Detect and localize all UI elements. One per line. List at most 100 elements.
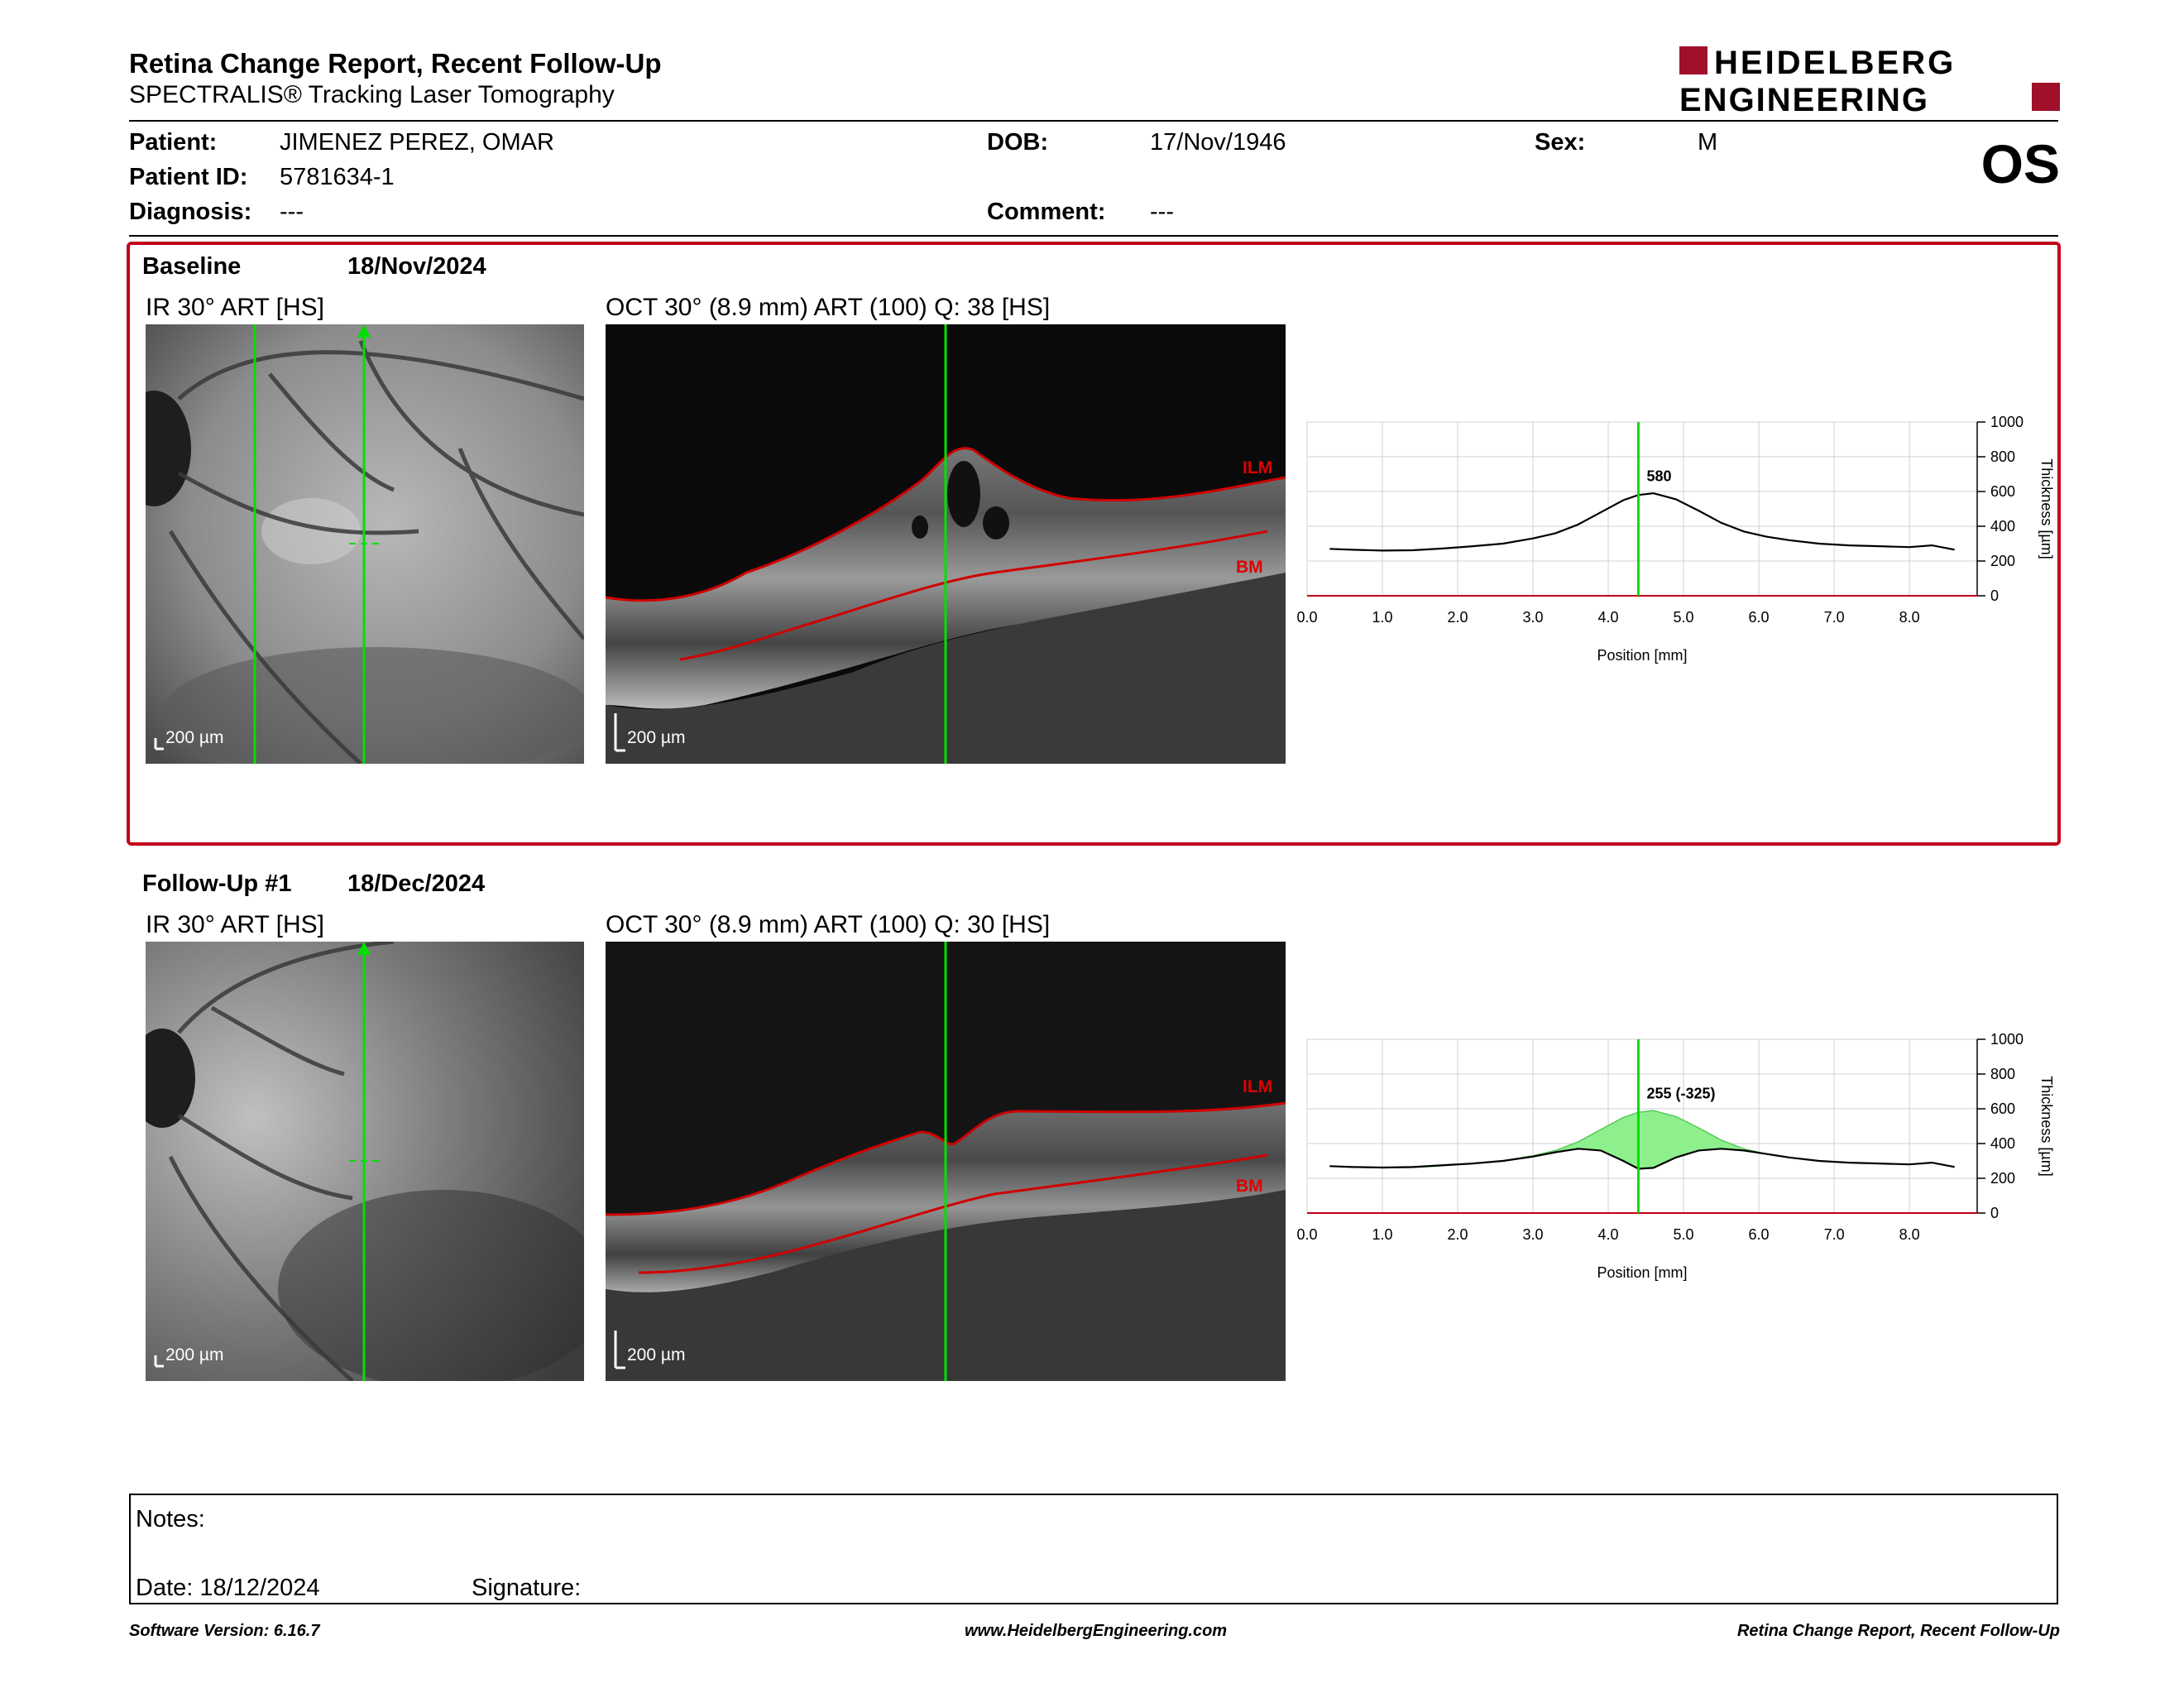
patient-name: JIMENEZ PEREZ, OMAR — [280, 129, 554, 156]
y-tick-label: 400 — [1990, 1135, 2015, 1152]
ilm-label: ILM — [1243, 458, 1272, 477]
x-axis-label: Position [mm] — [1597, 647, 1687, 664]
x-tick-label: 8.0 — [1899, 1226, 1920, 1243]
x-tick-label: 7.0 — [1824, 609, 1845, 626]
x-tick-label: 4.0 — [1598, 1226, 1619, 1243]
logo-line1: HEIDELBERG — [1714, 45, 1956, 81]
bm-label: BM — [1236, 558, 1263, 577]
x-tick-label: 2.0 — [1448, 609, 1468, 626]
baseline-oct-title: OCT 30° (8.9 mm) ART (100) Q: 38 [HS] — [606, 294, 1051, 321]
thickness-line — [1329, 1148, 1955, 1170]
y-tick-label: 0 — [1990, 1205, 1999, 1221]
bm-line — [679, 530, 1268, 661]
plot-area — [1306, 421, 1978, 597]
baseline-ir-title: IR 30° ART [HS] — [146, 294, 324, 321]
header-rule — [129, 120, 2058, 122]
y-tick-label: 600 — [1990, 483, 2015, 500]
y-tick-label: 1000 — [1990, 414, 2024, 430]
followup-oct-image[interactable]: ILM BM 200 µm — [606, 942, 1286, 1381]
footer-software-version: Software Version: 6.16.7 — [129, 1622, 320, 1640]
notes-box[interactable] — [129, 1494, 2058, 1604]
followup-oct-scale: 200 µm — [627, 1345, 685, 1364]
patient-label: Patient: — [129, 129, 218, 156]
followup-label: Follow-Up #1 — [142, 870, 292, 897]
followup-oct-title: OCT 30° (8.9 mm) ART (100) Q: 30 [HS] — [606, 911, 1051, 938]
dob-value: 17/Nov/1946 — [1150, 129, 1286, 156]
x-tick-label: 7.0 — [1824, 1226, 1845, 1243]
diagnosis-label: Diagnosis: — [129, 199, 252, 225]
y-tick-label: 200 — [1990, 1170, 2015, 1187]
followup-date: 18/Dec/2024 — [347, 870, 486, 897]
logo-square-bottom — [2032, 83, 2060, 111]
cyst-3 — [912, 516, 928, 539]
x-tick-label: 6.0 — [1749, 609, 1770, 626]
scan-arrow-icon — [357, 324, 371, 338]
followup-ir-image[interactable]: 200 µm — [146, 942, 584, 1381]
thickness-annotation: 255 (-325) — [1646, 1085, 1715, 1101]
x-tick-label: 8.0 — [1899, 609, 1920, 626]
logo-square-top — [1679, 46, 1707, 74]
sex-value: M — [1698, 129, 1718, 156]
dob-label: DOB: — [987, 129, 1049, 156]
followup-bm-label: BM — [1236, 1177, 1263, 1196]
optic-disc — [146, 391, 191, 506]
footer-report-name: Retina Change Report, Recent Follow-Up — [1736, 1622, 2060, 1640]
report-subtitle: SPECTRALIS® Tracking Laser Tomography — [129, 81, 615, 108]
logo-line2: ENGINEERING — [1679, 82, 1929, 117]
patient-rule — [129, 235, 2058, 237]
thickness-line — [1329, 492, 1955, 552]
x-tick-label: 0.0 — [1296, 1226, 1317, 1243]
y-axis-label: Thickness [µm] — [2038, 1076, 2055, 1176]
followup-ir-title: IR 30° ART [HS] — [146, 911, 324, 938]
x-tick-label: 4.0 — [1598, 609, 1619, 626]
followup-scan-arrow-icon — [357, 942, 371, 955]
x-tick-label: 5.0 — [1674, 609, 1694, 626]
diagnosis-value: --- — [280, 199, 304, 225]
x-tick-label: 1.0 — [1372, 1226, 1392, 1243]
x-tick-label: 5.0 — [1674, 1226, 1694, 1243]
followup-ilm-line — [606, 1101, 1286, 1216]
followup-ir-scale: 200 µm — [165, 1345, 223, 1364]
y-tick-label: 600 — [1990, 1101, 2015, 1117]
date-label: Date: 18/12/2024 — [136, 1575, 320, 1601]
baseline-date: 18/Nov/2024 — [347, 253, 486, 280]
y-tick-label: 400 — [1990, 518, 2015, 535]
comment-value: --- — [1150, 199, 1174, 225]
x-tick-label: 2.0 — [1448, 1226, 1468, 1243]
baseline-ir-scale: 200 µm — [165, 728, 223, 747]
followup-ilm-label: ILM — [1243, 1077, 1272, 1096]
y-tick-label: 800 — [1990, 1066, 2015, 1082]
thickness-annotation: 580 — [1646, 468, 1671, 484]
y-tick-label: 200 — [1990, 553, 2015, 569]
ilm-line — [606, 447, 1286, 602]
y-tick-label: 1000 — [1990, 1031, 2024, 1048]
heidelberg-logo: HEIDELBERG ENGINEERING — [1679, 45, 2060, 117]
signature-label: Signature: — [472, 1575, 582, 1601]
x-tick-label: 1.0 — [1372, 609, 1392, 626]
patient-id-value: 5781634-1 — [280, 164, 395, 190]
baseline-label: Baseline — [142, 253, 242, 280]
y-axis-label: Thickness [µm] — [2038, 458, 2055, 559]
footer-website[interactable]: www.HeidelbergEngineering.com — [965, 1622, 1228, 1640]
followup-thickness-chart: 0.0 1.0 2.0 3.0 4.0 5.0 6.0 7.0 8.0 0 200 400 600 800… — [1296, 1031, 2055, 1281]
baseline-panel — [127, 242, 2061, 846]
followup-bm-line — [638, 1153, 1268, 1274]
x-tick-label: 6.0 — [1749, 1226, 1770, 1243]
cyst-2 — [983, 506, 1009, 539]
y-tick-label: 0 — [1990, 587, 1999, 604]
x-tick-label: 0.0 — [1296, 609, 1317, 626]
report-title: Retina Change Report, Recent Follow-Up — [129, 48, 662, 79]
sex-label: Sex: — [1535, 129, 1586, 156]
x-tick-label: 3.0 — [1523, 1226, 1544, 1243]
comment-label: Comment: — [987, 199, 1106, 225]
optic-disc-followup — [146, 1029, 195, 1128]
baseline-ir-image[interactable]: 200 µm — [146, 324, 584, 764]
y-tick-label: 800 — [1990, 448, 2015, 465]
x-axis-label: Position [mm] — [1597, 1264, 1687, 1281]
x-tick-label: 3.0 — [1523, 609, 1544, 626]
eye-indicator: OS — [1980, 133, 2060, 194]
baseline-oct-scale: 200 µm — [627, 728, 685, 747]
notes-label: Notes: — [136, 1506, 205, 1532]
baseline-oct-image[interactable]: ILM BM 200 µm — [606, 324, 1286, 764]
baseline-thickness-chart: 0.0 1.0 2.0 3.0 4.0 5.0 6.0 7.0 8.0 0 200 400 600 800… — [1296, 414, 2055, 664]
